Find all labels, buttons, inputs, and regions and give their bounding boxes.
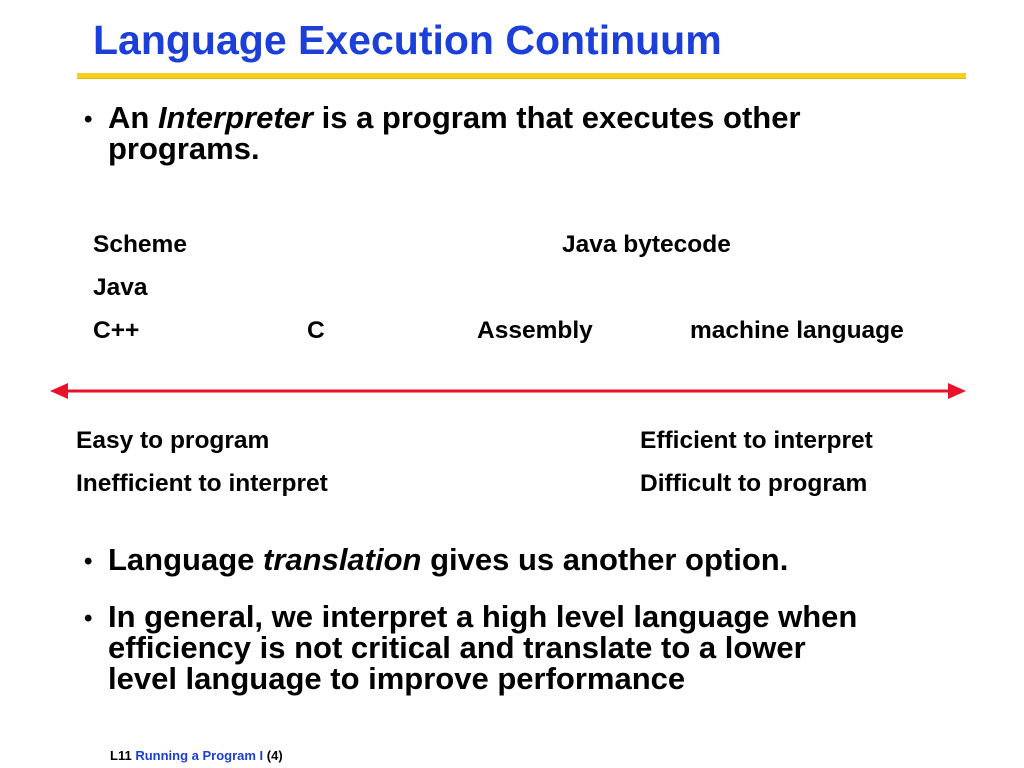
- text: Language: [108, 542, 264, 577]
- text: programs.: [108, 131, 260, 166]
- label-java: Java: [93, 274, 148, 301]
- label-assembly: Assembly: [477, 317, 593, 344]
- label-machine-language: machine language: [690, 317, 904, 344]
- bullet-icon: •: [84, 106, 93, 133]
- double-arrow-icon: [50, 383, 966, 399]
- footer: L11 Running a Program I (4): [110, 748, 283, 763]
- label-cpp: C++: [93, 317, 140, 344]
- footer-page: (4): [266, 748, 283, 763]
- text: efficiency is not critical and translate…: [108, 630, 806, 665]
- bullet-interpreter: • An Interpreter is a program that execu…: [84, 100, 801, 166]
- footer-lecture: L11: [110, 748, 132, 763]
- text: is a program that executes other: [312, 100, 801, 135]
- title-underline: [77, 73, 966, 79]
- text: gives us another option.: [421, 542, 789, 577]
- slide-title: Language Execution Continuum: [93, 17, 722, 63]
- text: level language to improve performance: [108, 661, 686, 696]
- label-scheme: Scheme: [93, 231, 187, 258]
- text: An: [108, 100, 158, 135]
- footer-title: Running a Program I: [135, 748, 264, 763]
- bullet-translation: • Language translation gives us another …: [84, 542, 789, 577]
- emphasis: Interpreter: [157, 100, 313, 135]
- bullet-icon: •: [84, 548, 93, 575]
- text: In general, we interpret a high level la…: [108, 599, 858, 634]
- label-difficult: Difficult to program: [640, 470, 868, 497]
- bullet-icon: •: [84, 605, 93, 632]
- label-c: C: [307, 317, 325, 344]
- bullet-general: • In general, we interpret a high level …: [84, 599, 858, 696]
- emphasis: translation: [263, 542, 422, 577]
- label-efficient: Efficient to interpret: [640, 427, 873, 454]
- label-easy-to-program: Easy to program: [76, 427, 270, 454]
- label-inefficient: Inefficient to interpret: [76, 470, 328, 497]
- label-java-bytecode: Java bytecode: [562, 231, 731, 258]
